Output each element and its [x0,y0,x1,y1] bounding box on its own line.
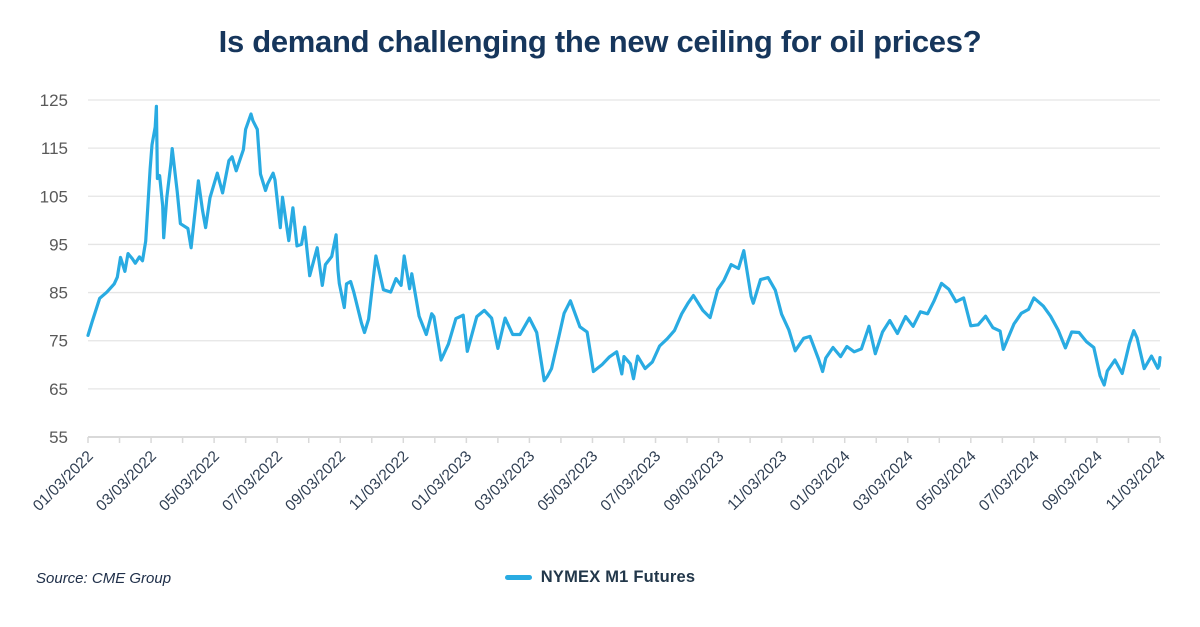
x-tick-label: 07/03/2024 [976,448,1043,515]
x-tick-label: 11/03/2023 [724,448,790,514]
source-note: Source: CME Group [36,570,172,587]
y-tick-label: 75 [49,332,68,351]
x-tick-label: 01/03/2022 [30,448,97,515]
x-tick-label: 03/03/2024 [850,448,917,515]
x-tick-label: 09/03/2023 [661,448,728,515]
y-tick-label: 95 [49,235,68,254]
x-tick-label: 09/03/2024 [1039,448,1106,515]
x-tick-label: 03/03/2023 [471,448,538,515]
y-tick-label: 65 [49,380,68,399]
x-tick-label: 01/03/2024 [787,448,854,515]
x-tick-label: 07/03/2022 [219,448,286,515]
y-tick-label: 115 [41,139,68,158]
x-tick-label: 11/03/2024 [1103,448,1169,514]
chart-title: Is demand challenging the new ceiling fo… [218,24,982,59]
price-line [86,104,1162,387]
y-tick-label: 85 [49,284,68,303]
x-tick-label: 05/03/2023 [534,448,601,515]
x-tick-label: 05/03/2024 [913,448,980,515]
x-tick-label: 09/03/2022 [282,448,349,515]
y-tick-label: 105 [40,187,68,206]
x-tick-label: 11/03/2022 [346,448,412,514]
x-tick-label: 07/03/2023 [597,448,664,515]
y-tick-label: 125 [40,91,68,110]
x-tick-label: 05/03/2022 [156,448,223,515]
x-tick-label: 01/03/2023 [408,448,475,515]
x-tick-label: 03/03/2022 [93,448,160,515]
y-tick-label: 55 [49,428,68,447]
